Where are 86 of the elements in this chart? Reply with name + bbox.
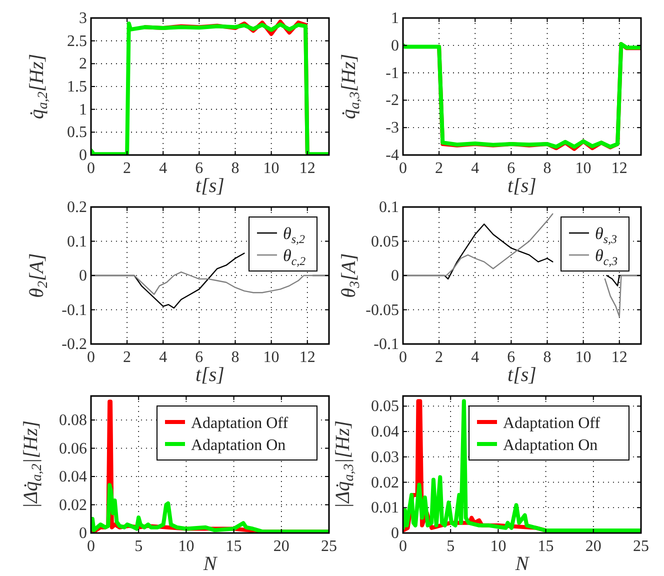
x-tick-label: 15 bbox=[226, 538, 242, 555]
x-tick-label: 2 bbox=[435, 160, 444, 177]
x-tick-label: 2 bbox=[123, 349, 132, 366]
x-tick-label: 2 bbox=[435, 349, 444, 366]
x-tick-label: 20 bbox=[585, 538, 602, 555]
y-tick-label: 0.02 bbox=[371, 474, 399, 492]
x-tick-label: 5 bbox=[446, 538, 455, 555]
x-axis-title: t[s] bbox=[196, 364, 224, 386]
y-tick-label: -1 bbox=[386, 64, 399, 82]
x-tick-label: 12 bbox=[611, 349, 628, 366]
x-tick-label: 6 bbox=[195, 160, 204, 177]
y-tick-label: -0.05 bbox=[366, 302, 399, 319]
y-tick-label: 0.2 bbox=[67, 199, 87, 216]
x-tick-label: 4 bbox=[471, 160, 480, 177]
x-axis-title: t[s] bbox=[508, 364, 536, 386]
x-axis-title: N bbox=[202, 553, 218, 575]
x-tick-label: 25 bbox=[321, 538, 337, 555]
y-tick-label: -4 bbox=[386, 147, 399, 164]
y-tick-label: 0 bbox=[79, 525, 87, 542]
x-tick-label: 2 bbox=[123, 160, 132, 177]
x-tick-label: 6 bbox=[195, 349, 204, 366]
x-tick-label: 10 bbox=[263, 160, 280, 177]
y-tick-label: -0.1 bbox=[374, 336, 399, 353]
x-tick-label: 5 bbox=[134, 538, 143, 555]
y-tick-label: 3 bbox=[79, 10, 87, 27]
legend-label: Adaptation On bbox=[503, 437, 598, 454]
legend-label: θ$_{c,2}$ bbox=[283, 246, 306, 268]
x-tick-label: 15 bbox=[538, 538, 554, 555]
legend-label: θ$_{s,2}$ bbox=[283, 224, 305, 246]
x-tick-label: 4 bbox=[159, 160, 168, 177]
x-tick-label: 6 bbox=[507, 349, 516, 366]
x-tick-label: 20 bbox=[273, 538, 290, 555]
y-tick-label: 0.1 bbox=[379, 199, 399, 216]
y-tick-label: 0.1 bbox=[67, 233, 87, 250]
y-tick-label: 0.05 bbox=[371, 398, 399, 416]
x-tick-label: 8 bbox=[231, 160, 240, 177]
y-tick-label: 2 bbox=[79, 56, 87, 73]
y-tick-label: 0 bbox=[391, 37, 399, 54]
x-tick-label: 8 bbox=[231, 349, 240, 366]
y-tick-label: 0.03 bbox=[371, 448, 399, 466]
legend-label: Adaptation On bbox=[191, 437, 286, 454]
y-tick-label: 0.5 bbox=[67, 124, 87, 142]
y-tick-label: 0 bbox=[391, 268, 399, 284]
y-tick-label: -3 bbox=[386, 120, 399, 137]
y-tick-label: 0 bbox=[79, 268, 87, 284]
x-tick-label: 12 bbox=[299, 349, 316, 366]
line-series bbox=[91, 482, 329, 533]
x-tick-label: 10 bbox=[178, 538, 194, 555]
x-tick-label: 4 bbox=[159, 349, 168, 366]
y-tick-label: 0.05 bbox=[371, 233, 399, 250]
legend-label: θ$_{c,3}$ bbox=[595, 246, 618, 268]
y-tick-label: 0 bbox=[79, 147, 87, 164]
y-tick-label: 0.01 bbox=[371, 500, 399, 517]
x-tick-label: 12 bbox=[299, 160, 316, 177]
y-tick-label: 0.08 bbox=[59, 412, 87, 430]
x-tick-label: 10 bbox=[575, 160, 592, 177]
legend-label: Adaptation Off bbox=[191, 415, 289, 432]
y-tick-label: 1 bbox=[391, 10, 399, 27]
x-tick-label: 4 bbox=[471, 349, 480, 366]
y-tick-label: 0 bbox=[391, 525, 399, 542]
y-tick-label: 2.5 bbox=[67, 32, 87, 50]
y-tick-label: 0.04 bbox=[371, 424, 399, 441]
y-tick-label: 1 bbox=[79, 101, 87, 118]
y-tick-label: 0.06 bbox=[59, 440, 87, 458]
x-tick-label: 10 bbox=[490, 538, 506, 555]
y-tick-label: 0.02 bbox=[59, 496, 87, 514]
y-tick-label: -2 bbox=[386, 92, 399, 110]
x-tick-label: 6 bbox=[507, 160, 516, 177]
y-tick-label: -0.1 bbox=[62, 302, 87, 319]
y-tick-label: -0.2 bbox=[62, 336, 87, 353]
line-series bbox=[403, 399, 641, 532]
legend-label: Adaptation Off bbox=[503, 415, 601, 432]
line-series bbox=[91, 21, 329, 155]
x-tick-label: 25 bbox=[633, 538, 649, 555]
x-axis-title: N bbox=[514, 553, 530, 575]
x-axis-title: t[s] bbox=[196, 175, 224, 197]
y-tick-label: 0.04 bbox=[59, 468, 87, 486]
y-tick-label: 1.5 bbox=[67, 78, 87, 96]
x-tick-label: 12 bbox=[611, 160, 628, 177]
x-tick-label: 8 bbox=[543, 349, 552, 366]
line-series bbox=[403, 42, 641, 149]
x-tick-label: 10 bbox=[575, 349, 592, 366]
legend-label: θ$_{s,3}$ bbox=[595, 224, 617, 246]
x-axis-title: t[s] bbox=[508, 175, 536, 197]
x-tick-label: 8 bbox=[543, 160, 552, 177]
x-tick-label: 10 bbox=[263, 349, 280, 366]
